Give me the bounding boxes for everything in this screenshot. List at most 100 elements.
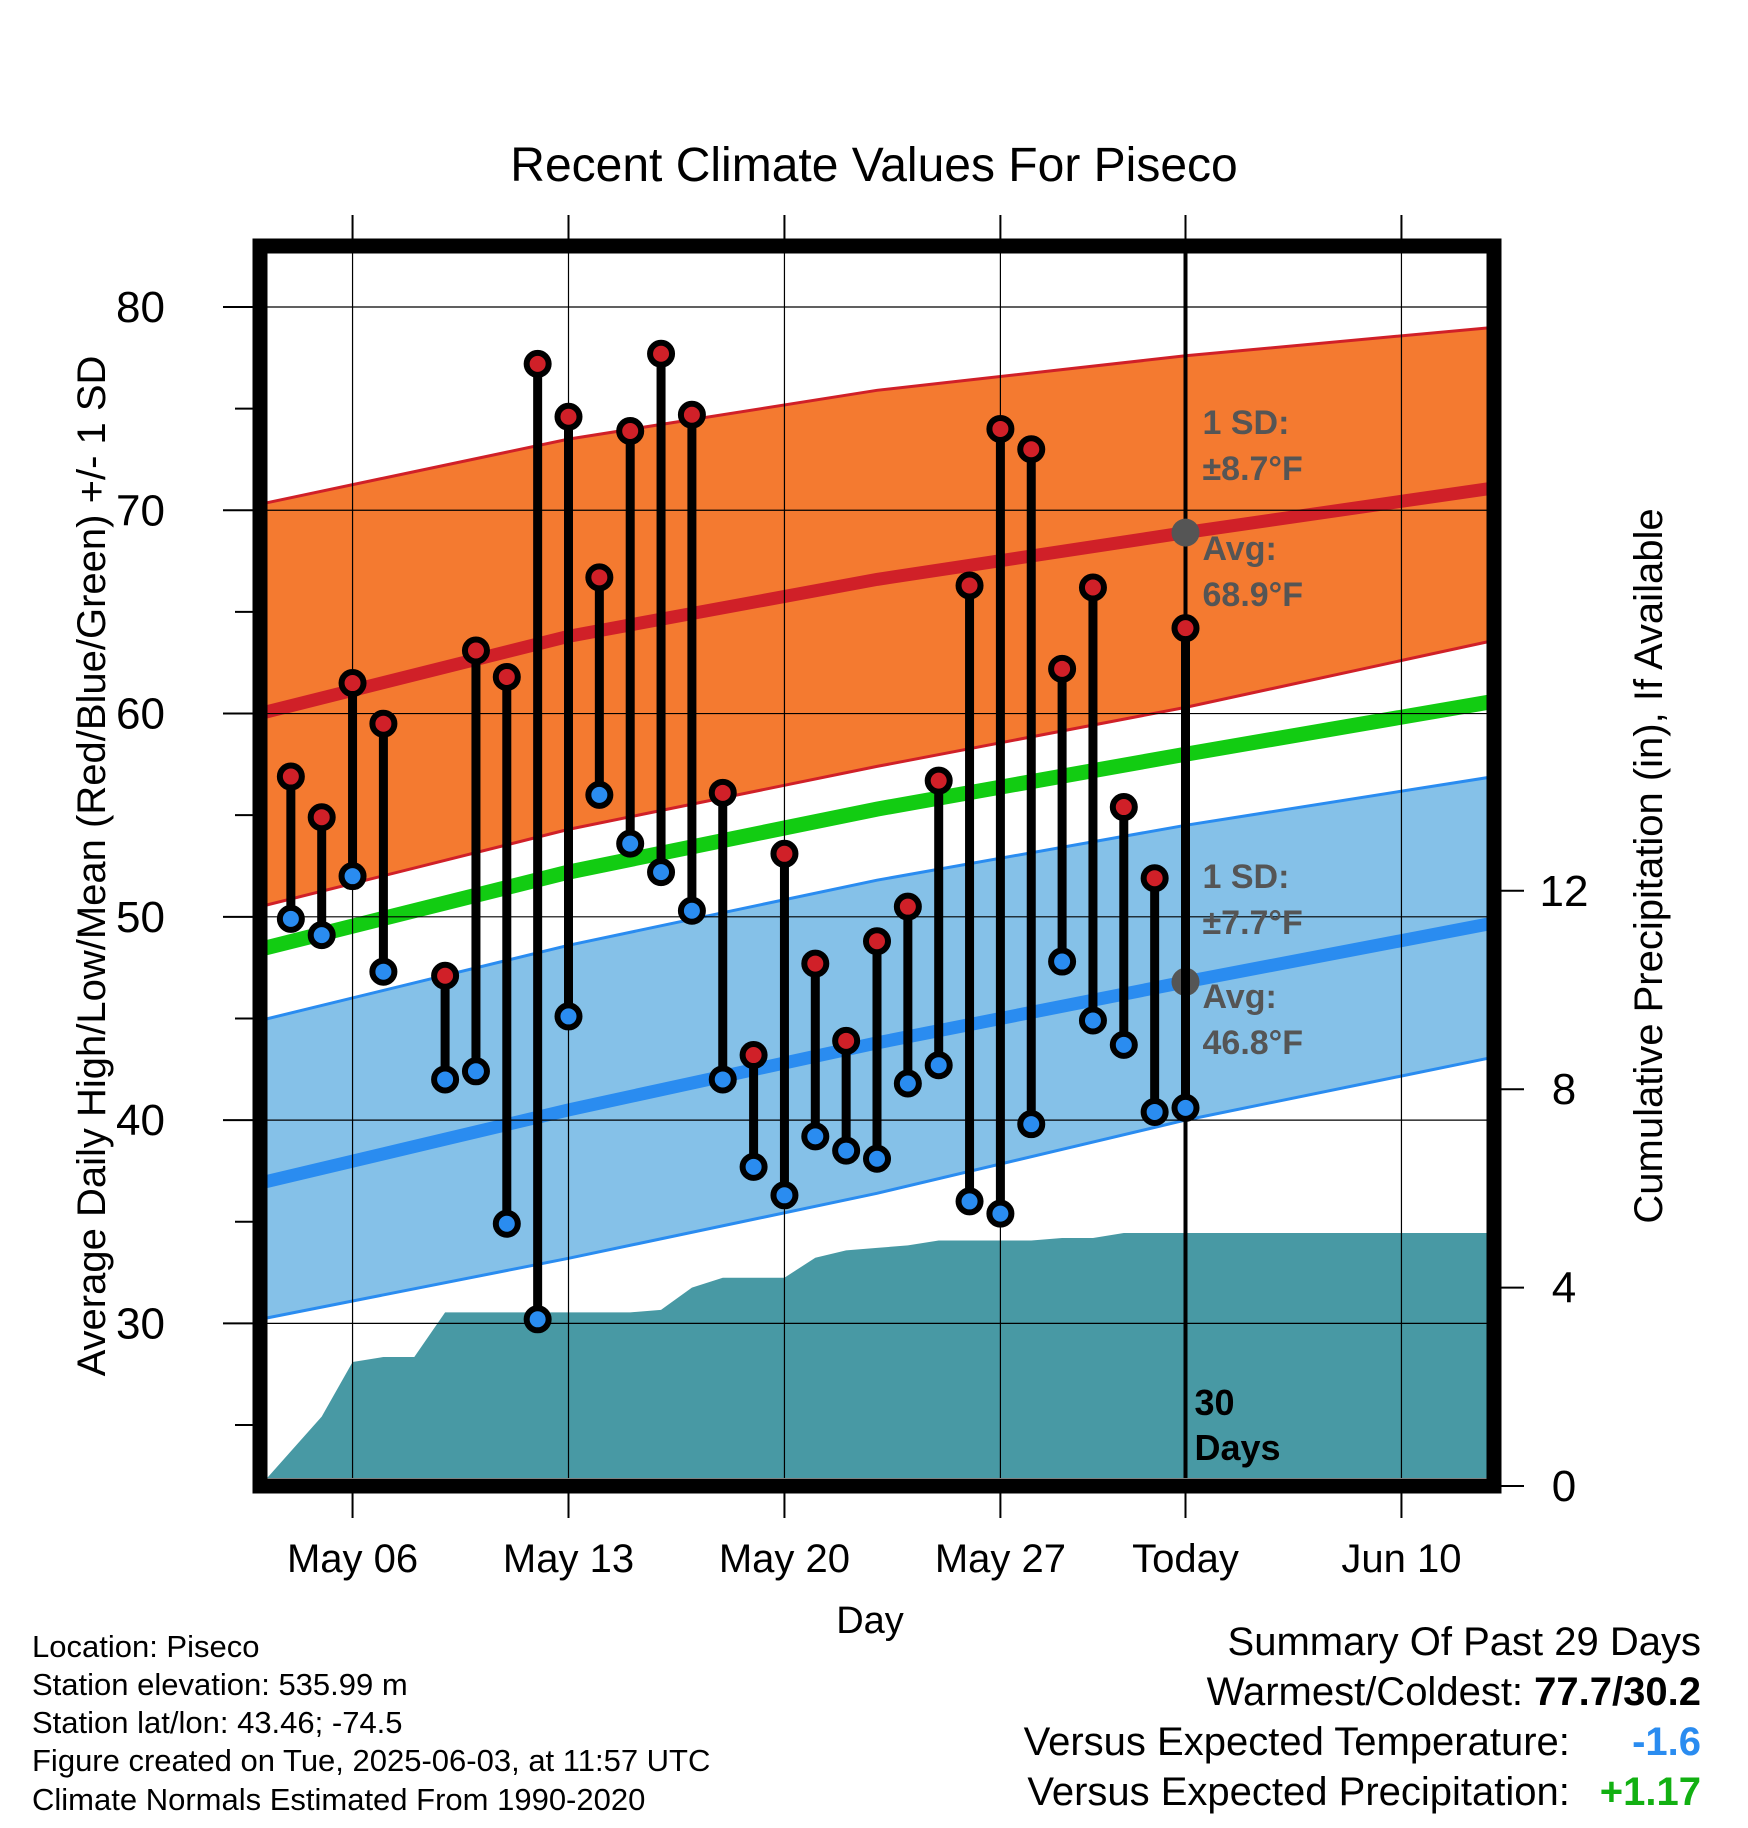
daily-low-point (893, 1069, 922, 1098)
precip-anomaly-value: +1.17 (1599, 1770, 1701, 1814)
daily-low-point (986, 1199, 1015, 1228)
y-tick-label: 70 (116, 486, 165, 535)
daily-high-point (739, 1041, 768, 1070)
y-tick-label: 30 (116, 1299, 165, 1348)
warmest-coldest-value: 77.7/30.2 (1534, 1670, 1701, 1714)
daily-low-point (677, 896, 706, 925)
y2-tick-label: 12 (1540, 867, 1589, 916)
y2-tick-label: 0 (1552, 1462, 1576, 1511)
summary-heading: Summary Of Past 29 Days (1227, 1620, 1701, 1664)
precip-anomaly-label: Versus Expected Precipitation: (1027, 1770, 1570, 1814)
temp-anomaly-value: -1.6 (1632, 1720, 1701, 1764)
daily-low-point (647, 858, 676, 887)
daily-high-point (708, 778, 737, 807)
daily-high-point (523, 349, 552, 378)
daily-high-point (801, 949, 830, 978)
daily-low-point (924, 1051, 953, 1080)
daily-low-point (1017, 1110, 1046, 1139)
days-label: Days (1195, 1427, 1281, 1468)
daily-high-point (585, 563, 614, 592)
high-avg-marker (1171, 518, 1200, 547)
daily-high-point (276, 762, 305, 791)
daily-low-point (307, 921, 336, 950)
daily-high-point (770, 839, 799, 868)
low-sd-label: 1 SD: (1203, 858, 1290, 896)
normals-text: Climate Normals Estimated From 1990-2020 (32, 1782, 646, 1817)
y2-tick-label: 4 (1552, 1264, 1576, 1313)
high-sd-band-lower (267, 640, 1487, 907)
created-text: Figure created on Tue, 2025-06-03, at 11… (32, 1743, 711, 1778)
x-axis-label: Day (836, 1600, 904, 1642)
daily-low-point (338, 862, 367, 891)
warmest-coldest-row: Warmest/Coldest: 77.7/30.2 (1207, 1670, 1701, 1715)
low-sd-band-lower (267, 1056, 1487, 1320)
low-sd-value: ±7.7°F (1203, 904, 1303, 942)
daily-low-point (369, 957, 398, 986)
daily-low-point (955, 1187, 984, 1216)
high-sd-value: ±8.7°F (1203, 450, 1303, 488)
daily-high-point (986, 414, 1015, 443)
high-avg-label: Avg: (1203, 530, 1277, 568)
daily-high-point (1078, 573, 1107, 602)
plot-frame (252, 238, 1502, 1494)
daily-low-point (1048, 947, 1077, 976)
daily-low-point (585, 780, 614, 809)
daily-high-point (616, 416, 645, 445)
daily-high-point (431, 961, 460, 990)
daily-low-point (708, 1065, 737, 1094)
y-tick-label: 50 (116, 893, 165, 942)
daily-high-point (1171, 614, 1200, 643)
daily-low-point (276, 904, 305, 933)
low-sd-band-upper (267, 776, 1487, 1021)
daily-low-point (554, 1002, 583, 1031)
daily-high-point (338, 669, 367, 698)
daily-low-point (801, 1122, 830, 1151)
daily-low-point (523, 1305, 552, 1334)
x-tick-label: Today (1132, 1537, 1239, 1581)
daily-low-point (1109, 1030, 1138, 1059)
mean-line (267, 694, 1487, 956)
days-count: 30 (1195, 1382, 1235, 1423)
x-tick-label: May 27 (935, 1537, 1066, 1581)
x-tick-label: May 20 (719, 1537, 850, 1581)
daily-high-point (1017, 435, 1046, 464)
daily-low-point (1171, 1093, 1200, 1122)
y-axis-label-right: Cumulative Precipitation (in), If Availa… (1627, 508, 1671, 1223)
y-tick-label: 80 (116, 283, 165, 332)
daily-high-point (1048, 654, 1077, 683)
y2-tick-label: 8 (1552, 1065, 1576, 1114)
y-axis-label-left: Average Daily High/Low/Mean (Red/Blue/Gr… (70, 356, 114, 1377)
daily-low-point (770, 1181, 799, 1210)
daily-high-point (461, 636, 490, 665)
high-sd-band-upper (267, 326, 1487, 505)
daily-low-point (739, 1152, 768, 1181)
daily-low-point (616, 829, 645, 858)
daily-high-point (893, 892, 922, 921)
daily-high-point (647, 339, 676, 368)
precip-area (267, 1233, 1487, 1478)
warmest-coldest-label: Warmest/Coldest: (1206, 1670, 1524, 1714)
y-tick-label: 40 (116, 1096, 165, 1145)
daily-low-point (832, 1136, 861, 1165)
daily-high-point (554, 402, 583, 431)
daily-high-point (955, 571, 984, 600)
low-avg-value: 46.8°F (1203, 1024, 1304, 1062)
daily-low-point (461, 1057, 490, 1086)
latlon-text: Station lat/lon: 43.46; -74.5 (32, 1705, 403, 1740)
daily-high-point (863, 927, 891, 956)
high-avg-line (267, 482, 1487, 719)
elevation-text: Station elevation: 535.99 m (32, 1667, 408, 1702)
low-avg-label: Avg: (1203, 978, 1277, 1016)
daily-high-point (677, 400, 706, 429)
daily-high-point (307, 803, 336, 832)
daily-low-point (492, 1209, 521, 1238)
precip-anomaly-row: Versus Expected Precipitation: +1.17 (1027, 1770, 1701, 1815)
x-tick-label: May 06 (287, 1537, 418, 1581)
temp-anomaly-row: Versus Expected Temperature: -1.6 (1024, 1720, 1701, 1765)
y-tick-label: 60 (116, 690, 165, 739)
x-tick-label: May 13 (503, 1537, 634, 1581)
high-avg-value: 68.9°F (1203, 576, 1304, 614)
daily-low-point (431, 1065, 460, 1094)
temp-anomaly-label: Versus Expected Temperature: (1023, 1720, 1570, 1764)
